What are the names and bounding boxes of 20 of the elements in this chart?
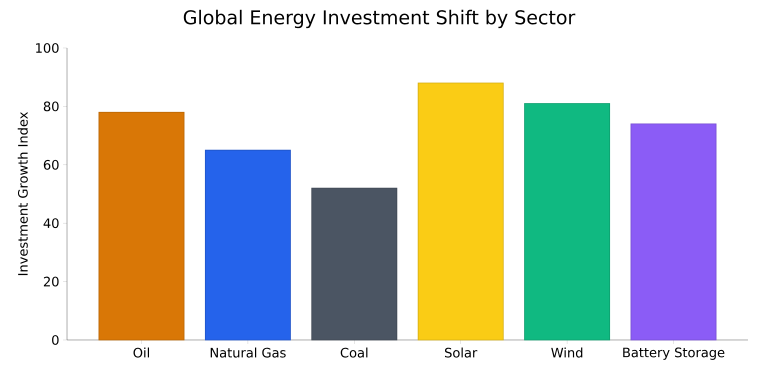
x-tick-label: Wind — [551, 348, 582, 358]
x-tick-label: Natural Gas — [210, 348, 286, 358]
bar — [524, 103, 610, 340]
y-tick-label: 20 — [44, 276, 59, 287]
bar — [630, 124, 716, 340]
bar — [311, 188, 398, 340]
bar — [418, 82, 504, 340]
y-tick-label: 100 — [36, 43, 59, 53]
bar — [204, 150, 291, 340]
y-tick-label: 60 — [44, 160, 59, 170]
y-tick-label: 80 — [44, 101, 59, 112]
x-tick-label: Battery Storage — [623, 348, 724, 360]
x-tick-label: Solar — [445, 348, 478, 358]
y-tick-label: 40 — [44, 218, 59, 228]
y-tick-label: 0 — [52, 335, 59, 345]
x-tick-label: Oil — [134, 348, 150, 358]
bar — [98, 112, 184, 340]
chart-title: Global Energy Investment Shift by Sector — [184, 10, 576, 28]
y-axis-title: Investment Growth Index — [18, 112, 28, 276]
x-tick-label: Coal — [340, 348, 368, 358]
